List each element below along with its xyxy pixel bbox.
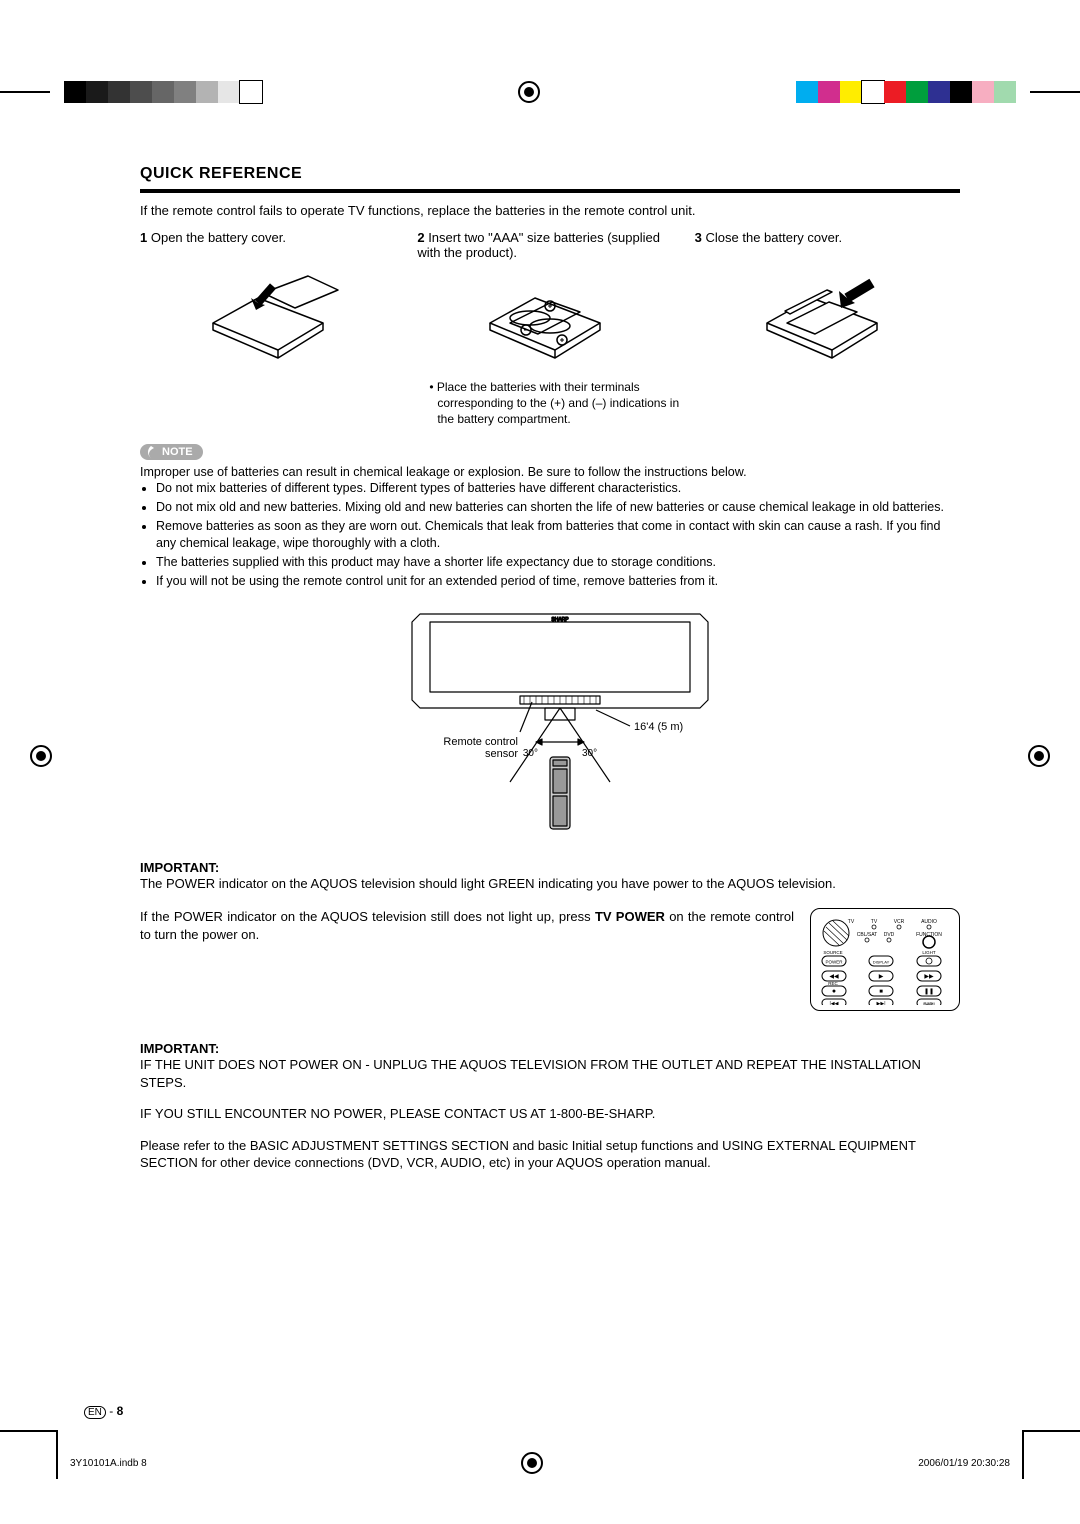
remote-button-rec: ●: [832, 988, 836, 995]
remote-led-cblsat: CBL/SAT: [857, 932, 877, 938]
reg-left-group: [0, 81, 262, 103]
remote-control-illustration: TV TV VCR AUDIO CBL/SAT DVD FUNCTION: [810, 908, 960, 1011]
hairline: [56, 1432, 58, 1479]
note-bullet: Remove batteries as soon as they are wor…: [156, 518, 960, 552]
hairline: [1022, 1432, 1024, 1479]
step-number: 3: [695, 230, 702, 245]
hairline: [1022, 1430, 1080, 1432]
page-num: 8: [117, 1404, 124, 1418]
print-registration-bottom: 3Y10101A.indb 8 2006/01/19 20:30:28: [0, 1452, 1080, 1474]
step-2-caption: • Place the batteries with their termina…: [429, 379, 682, 428]
illustration-close-cover: [695, 268, 960, 363]
important2-line1: IF THE UNIT DOES NOT POWER ON - UNPLUG T…: [140, 1057, 921, 1090]
print-registration-top: [0, 80, 1080, 104]
note-badge: NOTE: [140, 444, 203, 460]
step-text: Open the battery cover.: [151, 230, 286, 245]
step-text: Insert two "AAA" size batteries (supplie…: [417, 230, 660, 260]
note-bullet: Do not mix batteries of different types.…: [156, 480, 960, 497]
registration-target-icon: [518, 81, 540, 103]
note-bullet: Do not mix old and new batteries. Mixing…: [156, 499, 960, 516]
hairline: [1030, 91, 1080, 93]
diagram-distance: 16'4 (5 m): [634, 721, 683, 733]
tv-sensor-diagram: SHARP: [140, 602, 960, 842]
registration-target-left: [30, 745, 52, 767]
step-number: 2: [417, 230, 424, 245]
language-code: EN: [84, 1406, 106, 1419]
important-label-2: IMPORTANT:: [140, 1041, 219, 1056]
important2-line3: Please refer to the BASIC ADJUSTMENT SET…: [140, 1138, 916, 1171]
remote-label-light: LIGHT: [922, 950, 936, 955]
power-instruction-row: If the POWER indicator on the AQUOS tele…: [140, 908, 960, 1011]
remote-button-play: ▶: [879, 974, 884, 980]
note-badge-label: NOTE: [162, 446, 193, 458]
note-bullet: The batteries supplied with this product…: [156, 554, 960, 571]
hairline: [0, 91, 50, 93]
hairline: [0, 1430, 58, 1432]
power-prefix: If the POWER indicator on the AQUOS tele…: [140, 909, 595, 924]
footer-timestamp: 2006/01/19 20:30:28: [918, 1458, 1010, 1469]
intro-paragraph: If the remote control fails to operate T…: [140, 203, 960, 218]
attention-icon: [144, 445, 158, 459]
color-swatch-strip: [796, 81, 1016, 103]
power-bold: TV POWER: [595, 909, 665, 924]
important-block-1: IMPORTANT: The POWER indicator on the AQ…: [140, 860, 960, 893]
steps-row: 1 Open the battery cover. 2 Insert two "…: [140, 230, 960, 260]
diagram-sensor-label: Remote controlsensor: [443, 736, 518, 760]
remote-button-stop: ■: [879, 989, 883, 995]
note-lead: Improper use of batteries can result in …: [140, 464, 960, 481]
remote-led-audio: AUDIO: [921, 919, 937, 925]
registration-target-right: [1028, 745, 1050, 767]
section-heading: QUICK REFERENCE: [140, 165, 960, 193]
tv-brand: SHARP: [551, 617, 569, 623]
reg-right-group: [796, 81, 1080, 103]
page-sep: -: [106, 1404, 117, 1418]
remote-led-vcr: VCR: [894, 919, 905, 925]
remote-button-rewind: ◀◀: [829, 974, 839, 980]
important-label: IMPORTANT:: [140, 860, 219, 875]
remote-label-function: FUNCTION: [916, 932, 942, 938]
step-2: 2 Insert two "AAA" size batteries (suppl…: [417, 230, 682, 260]
page-body: QUICK REFERENCE If the remote control fa…: [140, 165, 960, 1188]
remote-button-skipfwd: ▶▶|: [877, 1001, 886, 1005]
step-number: 1: [140, 230, 147, 245]
remote-led-dvd: DVD: [884, 932, 895, 938]
grayscale-swatch-strip: [64, 81, 262, 103]
remote-button-pause: ❚❚: [924, 988, 934, 995]
step-3: 3 Close the battery cover.: [695, 230, 960, 260]
registration-target-icon: [521, 1452, 543, 1474]
remote-button-skipback: |◀◀: [830, 1001, 839, 1005]
remote-led-tv: TV: [848, 919, 855, 925]
remote-label-source: SOURCE: [823, 950, 842, 955]
remote-button-display: DISPLAY: [873, 960, 890, 965]
power-instruction-text: If the POWER indicator on the AQUOS tele…: [140, 908, 794, 943]
illustration-open-cover: [140, 268, 405, 363]
important2-line2: IF YOU STILL ENCOUNTER NO POWER, PLEASE …: [140, 1106, 655, 1121]
step-1: 1 Open the battery cover.: [140, 230, 405, 260]
remote-label-rec: REC: [828, 981, 838, 986]
illustration-insert-batteries: [417, 268, 682, 363]
svg-text:FLASHBACK: FLASHBACK: [923, 1002, 935, 1005]
important-1-text: The POWER indicator on the AQUOS televis…: [140, 876, 836, 891]
caption-row: • Place the batteries with their termina…: [140, 373, 960, 428]
important-block-2: IMPORTANT: IF THE UNIT DOES NOT POWER ON…: [140, 1041, 960, 1172]
note-bullet-list: Do not mix batteries of different types.…: [140, 480, 960, 589]
remote-led-tv2: TV: [871, 919, 878, 925]
diagram-angle-right: 30°: [582, 748, 597, 759]
diagram-angle-left: 30°: [523, 748, 538, 759]
page-number: EN - 8: [84, 1404, 123, 1419]
remote-button-ff: ▶▶: [924, 974, 934, 980]
note-bullet: If you will not be using the remote cont…: [156, 573, 960, 590]
step-text: Close the battery cover.: [706, 230, 843, 245]
illustration-row: [140, 268, 960, 363]
remote-button-power: POWER: [825, 960, 843, 965]
footer-filename: 3Y10101A.indb 8: [70, 1458, 147, 1469]
